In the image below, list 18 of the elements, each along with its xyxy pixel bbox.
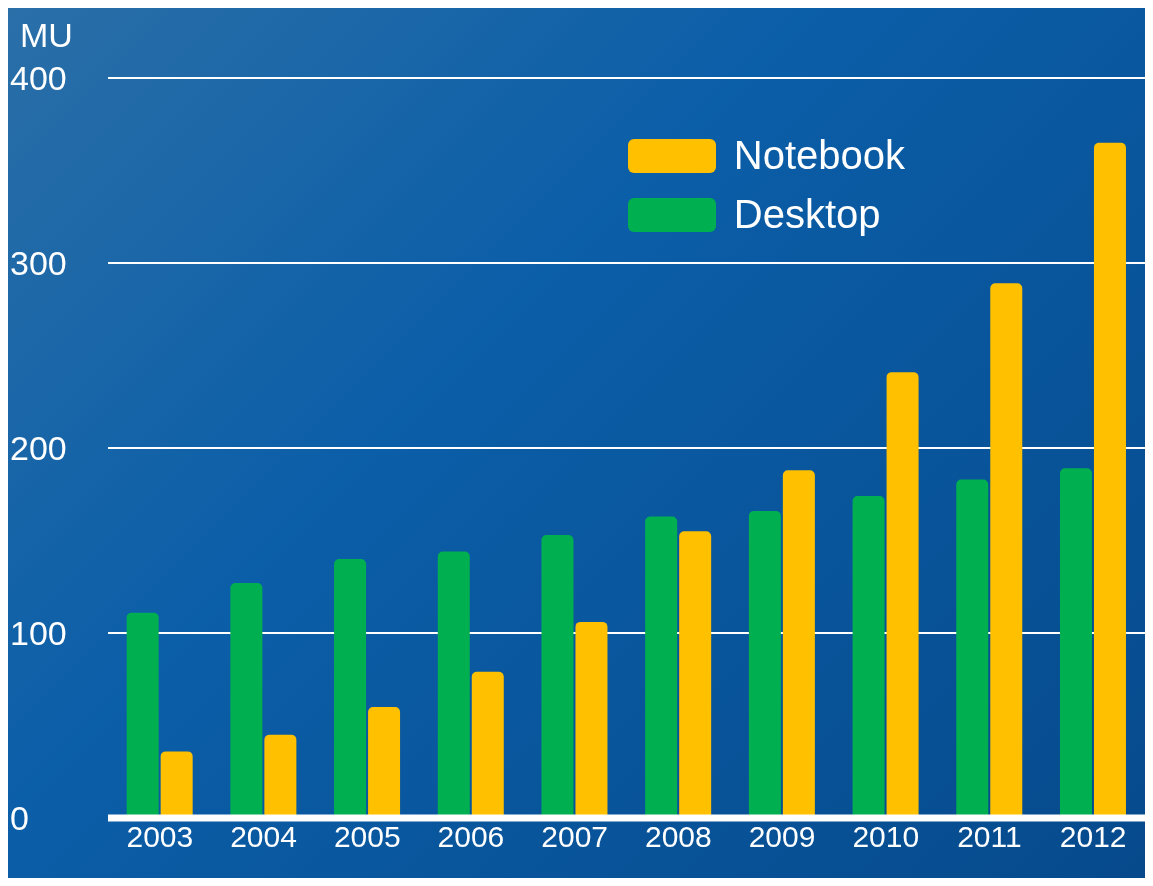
y-tick-label: 300 [10, 244, 67, 283]
x-tick-label: 2007 [541, 820, 609, 854]
x-tick-label: 2003 [126, 820, 194, 854]
x-tick-label: 2009 [748, 820, 816, 854]
legend-label: Notebook [733, 133, 905, 178]
y-tick-label: 100 [10, 614, 67, 653]
x-tick-label: 2006 [437, 820, 505, 854]
x-tick-label: 2012 [1059, 820, 1127, 854]
x-tick-label: 2005 [333, 820, 401, 854]
y-axis-title: MU [20, 16, 73, 55]
x-tick-label: 2011 [957, 820, 1022, 854]
x-tick-label: 2004 [230, 820, 297, 854]
legend-label: Desktop [733, 192, 881, 237]
y-tick-label: 400 [10, 59, 67, 98]
x-tick-label: 2010 [852, 820, 920, 854]
y-tick-label: 0 [10, 799, 29, 838]
y-tick-label: 200 [10, 429, 67, 468]
x-tick-label: 2008 [644, 820, 712, 854]
